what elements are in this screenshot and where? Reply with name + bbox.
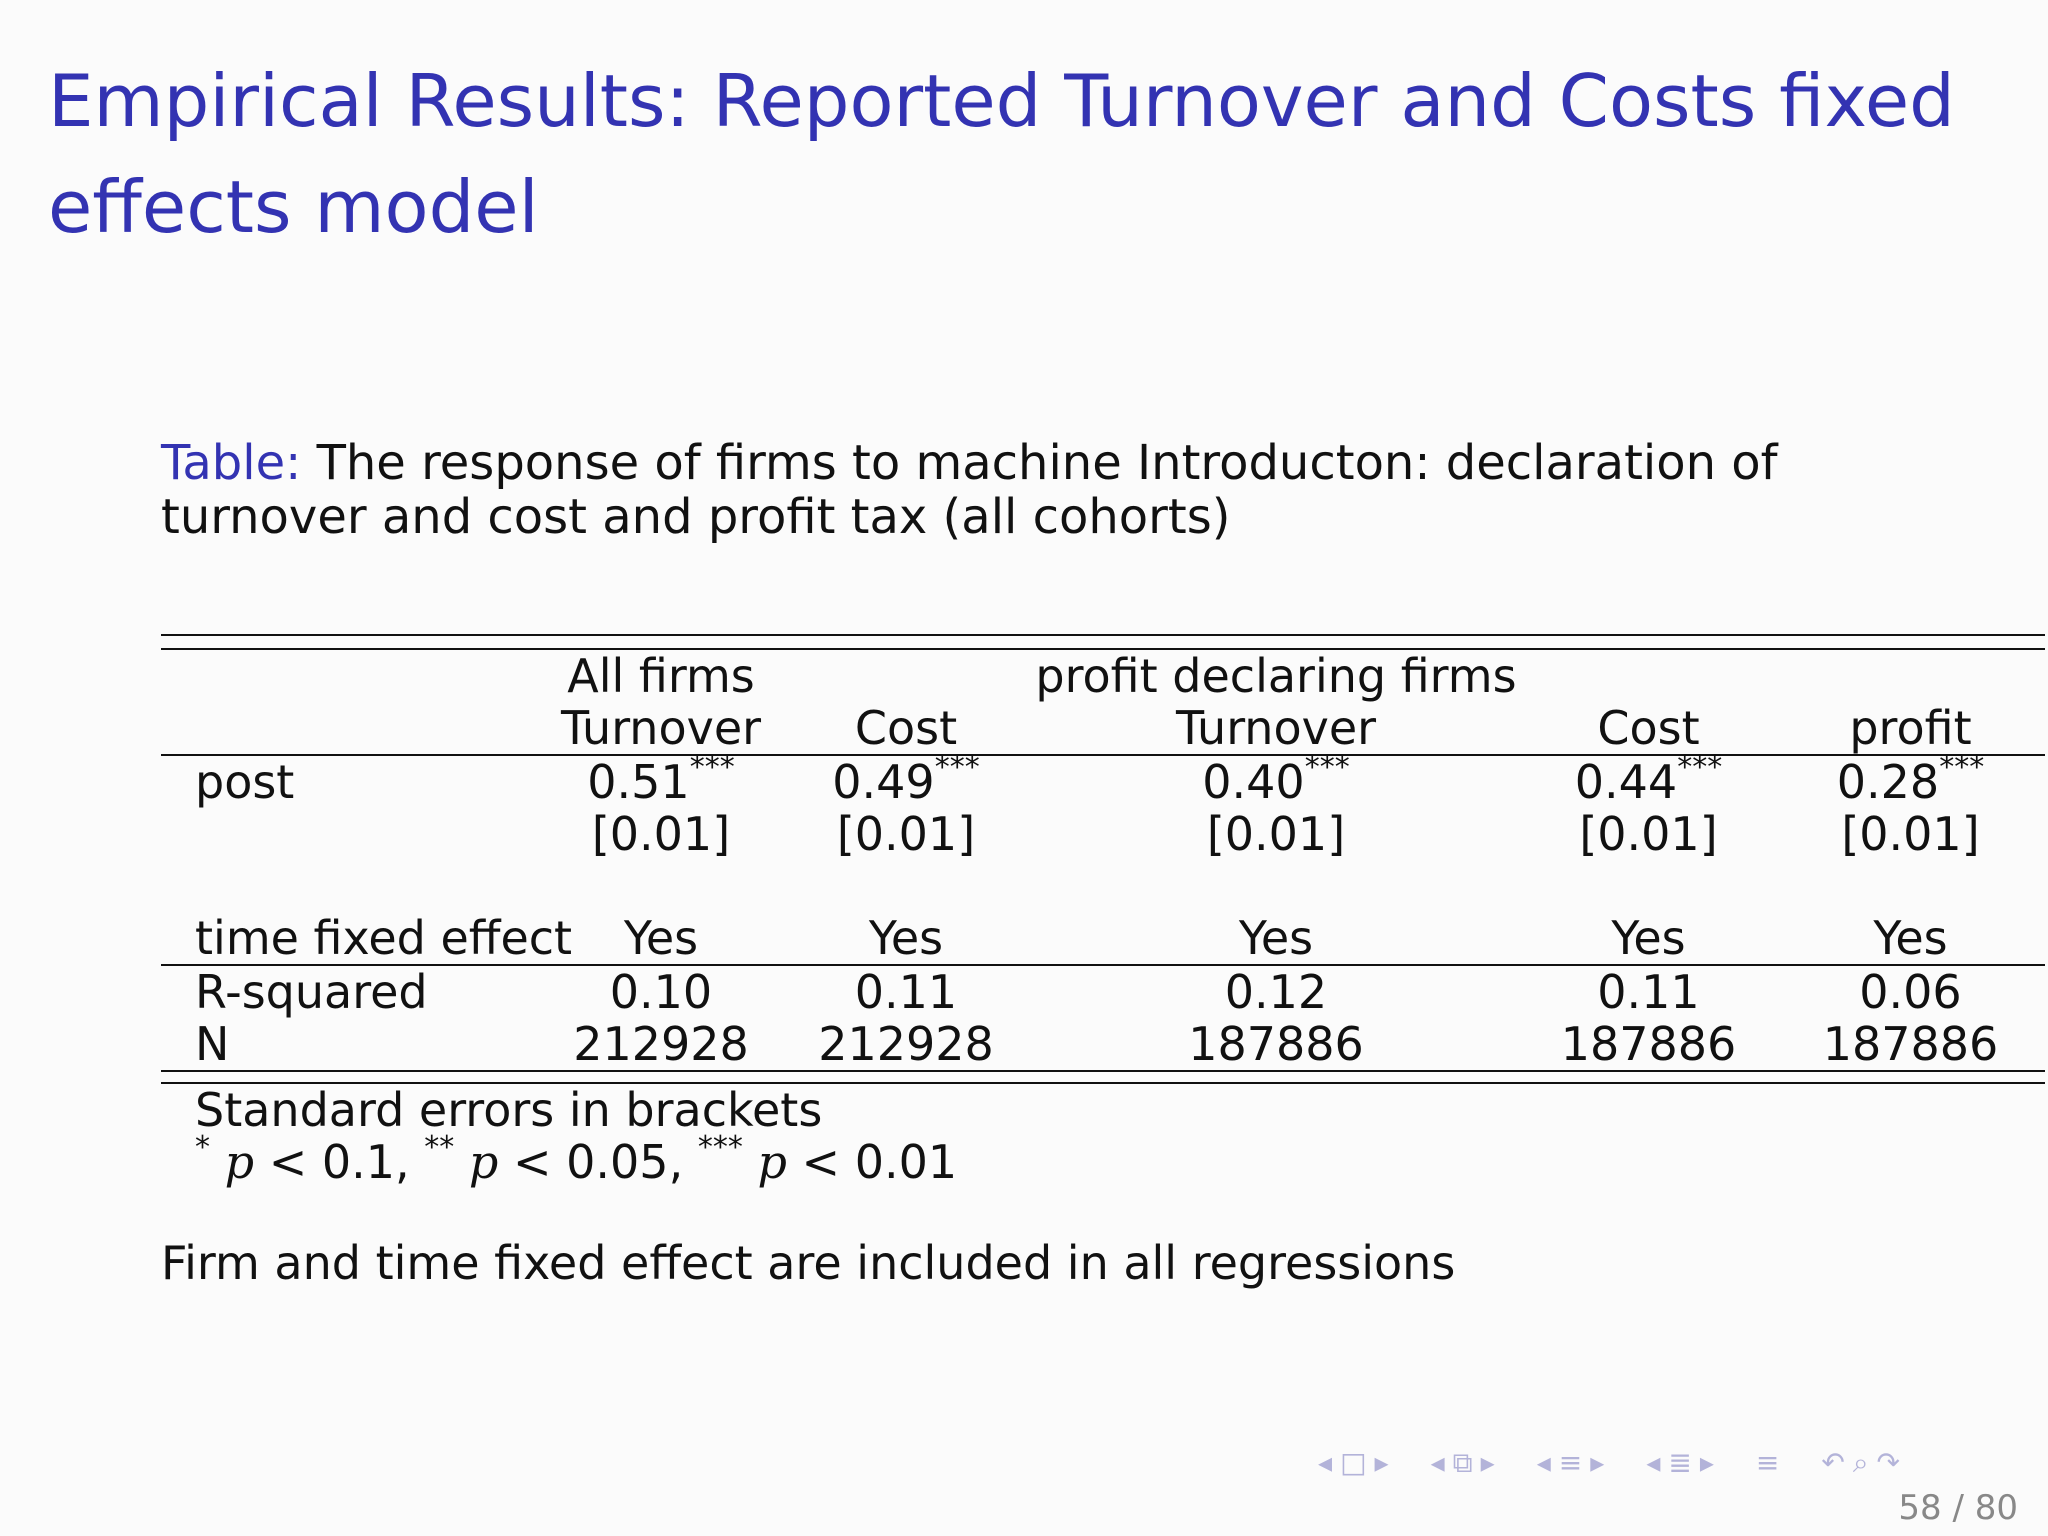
significance-stars: *** [1939,750,1985,785]
nav-section-icon[interactable]: ≡ [1558,1446,1583,1479]
nav-search-icon[interactable]: ⌕ [1852,1446,1869,1479]
slide-title: Empirical Results: Reported Turnover and… [48,59,1955,249]
row-label-r-squared: R-squared [161,964,541,1018]
page-number: 58 / 80 [1898,1488,2018,1528]
standard-error-cell: [0.01] [1579,807,1718,861]
significance-note-row: * p < 0.1, ** p < 0.05, *** p < 0.01 [161,1130,2045,1189]
table-cell: 0.12 [1031,964,1521,1018]
spacer-row [161,860,2045,912]
coefficient-cell: 0.28*** [1836,750,1985,809]
table-cell: 187886 [1188,1017,1364,1071]
table-cell: 0.06 [1776,964,2045,1018]
standard-error-cell: [0.01] [1841,807,1980,861]
table-cell: 212928 [818,1017,994,1071]
table-caption: Table: The response of firms to machine … [161,436,1801,544]
significance-note: * p < 0.1, ** p < 0.05, *** p < 0.01 [195,1130,958,1189]
table-cell: Yes [1873,911,1948,965]
table-cell: 187886 [1822,1017,1999,1071]
table-cell: Yes [623,911,699,965]
table-cell: Yes [1238,911,1314,965]
standard-error-cell: [0.01] [591,807,731,861]
table-cell: 187886 [1560,1017,1737,1071]
results-table: All firms profit declaring firms Turnove… [161,634,2045,1188]
row-label-post: post [195,755,295,809]
standard-error-row: [0.01] [0.01] [0.01] [0.01] [0.01] [161,808,2045,860]
row-label-n: N [195,1017,230,1071]
nav-left-arrow-icon[interactable]: ◂ [1430,1446,1445,1479]
standard-error-cell: [0.01] [1206,807,1346,861]
caption-label: Table: [161,435,302,491]
table-bottom-rule [161,1070,2045,1084]
nav-right-arrow-icon[interactable]: ▸ [1374,1446,1389,1479]
table-cell: Yes [1611,911,1686,965]
nav-right-arrow-icon[interactable]: ▸ [1699,1446,1714,1479]
group-header-all-firms: All firms [567,649,755,703]
table-cell: 212928 [573,1017,749,1071]
nav-forward-icon[interactable]: ↷ [1876,1446,1900,1479]
significance-stars: *** [689,750,735,785]
column-header: Cost [781,702,1031,756]
group-header-profit-declaring: profit declaring firms [1035,649,1517,703]
caption-text: The response of firms to machine Introdu… [161,435,1778,545]
n-row: N 212928 212928 187886 187886 187886 [161,1018,2045,1071]
nav-right-arrow-icon[interactable]: ▸ [1590,1446,1605,1479]
beamer-navigation-bar: ◂ □ ▸ ◂ ⧉ ▸ ◂ ≡ ▸ ◂ ≣ ▸ ≡ ↶ ⌕ ↷ [1318,1443,2038,1483]
significance-stars: *** [934,750,980,785]
table-top-rule [161,634,2045,650]
significance-stars: *** [1304,750,1350,785]
standard-error-cell: [0.01] [836,807,976,861]
table-cell: Yes [868,911,944,965]
column-header: Cost [1521,702,1776,756]
nav-left-arrow-icon[interactable]: ◂ [1646,1446,1661,1479]
coefficient-cell: 0.49*** [832,750,980,809]
column-header: profit [1776,702,2045,756]
column-header: Turnover [1031,702,1521,756]
column-header-row: Turnover Cost Turnover Cost profit [161,702,2045,756]
table-cell: 0.11 [781,964,1031,1018]
column-header: Turnover [541,702,781,756]
regression-footnote: Firm and time fixed effect are included … [161,1236,1456,1290]
nav-subsection-icon[interactable]: ⧉ [1452,1446,1473,1479]
r-squared-row: R-squared 0.10 0.11 0.12 0.11 0.06 [161,964,2045,1018]
table-cell: 0.10 [541,964,781,1018]
standard-errors-note-row: Standard errors in brackets [161,1083,2045,1136]
nav-left-arrow-icon[interactable]: ◂ [1318,1446,1333,1479]
nav-frame-icon[interactable]: □ [1340,1446,1367,1479]
group-header-row: All firms profit declaring firms [161,649,2045,702]
row-label-time-fixed-effect: time fixed effect [195,911,573,965]
time-fixed-effect-row: time fixed effect Yes Yes Yes Yes Yes [161,912,2045,965]
table-cell: 0.11 [1521,964,1776,1018]
nav-back-icon[interactable]: ↶ [1821,1446,1845,1479]
coefficient-cell: 0.44*** [1574,750,1723,809]
coefficient-cell: 0.40*** [1202,750,1350,809]
nav-doc-icon[interactable]: ≣ [1668,1446,1692,1479]
coefficient-cell: 0.51*** [587,750,735,809]
nav-toc-icon[interactable]: ≡ [1755,1446,1780,1479]
significance-stars: *** [1677,750,1723,785]
nav-right-arrow-icon[interactable]: ▸ [1480,1446,1495,1479]
post-coefficient-row: post 0.51*** 0.49*** 0.40*** 0.44*** 0.2… [161,750,2045,809]
nav-left-arrow-icon[interactable]: ◂ [1536,1446,1551,1479]
standard-errors-note: Standard errors in brackets [195,1083,823,1137]
